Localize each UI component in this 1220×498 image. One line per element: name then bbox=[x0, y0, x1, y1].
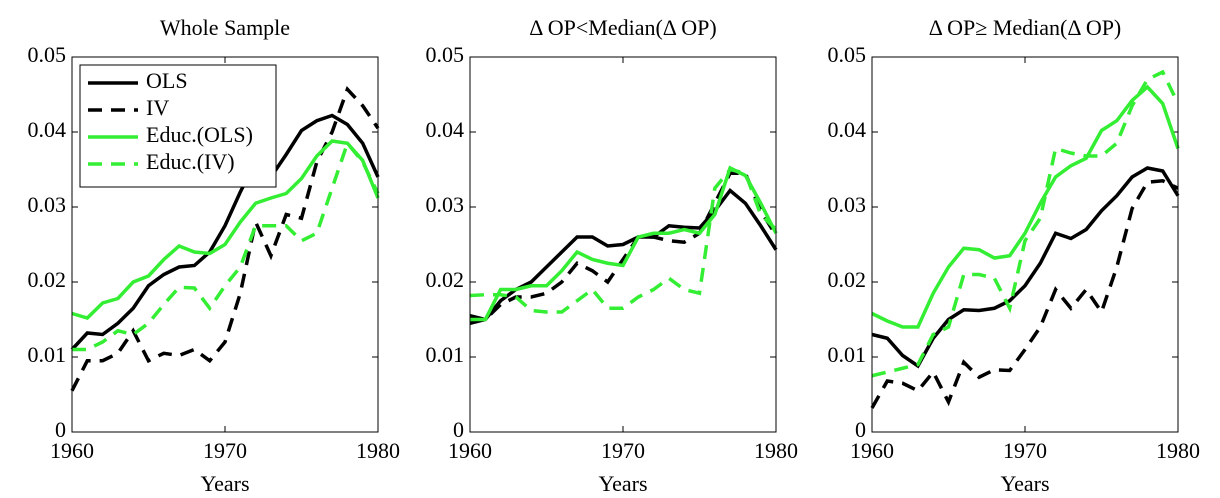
x-tick-label: 1970 bbox=[203, 438, 247, 463]
legend-label: Educ.(IV) bbox=[146, 149, 235, 174]
x-axis-label: Years bbox=[200, 471, 249, 496]
series-line bbox=[870, 178, 1179, 409]
y-tick-label: 0.03 bbox=[828, 192, 867, 217]
y-tick-label: 0 bbox=[453, 417, 464, 442]
y-tick-label: 0.02 bbox=[28, 267, 67, 292]
series-line bbox=[72, 139, 380, 352]
x-axis-label: Years bbox=[1000, 471, 1049, 496]
x-tick-label: 1960 bbox=[850, 438, 894, 463]
y-tick-label: 0 bbox=[55, 417, 66, 442]
axes-box bbox=[71, 56, 379, 433]
x-tick-label: 1980 bbox=[1156, 438, 1200, 463]
legend-label: Educ.(OLS) bbox=[146, 122, 253, 147]
y-tick-label: 0.05 bbox=[28, 42, 67, 67]
axes-box bbox=[871, 56, 1179, 433]
x-tick-label: 1960 bbox=[50, 438, 94, 463]
y-tick-label: 0.02 bbox=[426, 267, 465, 292]
y-tick-label: 0.04 bbox=[28, 117, 67, 142]
series-line bbox=[469, 167, 778, 314]
series-line bbox=[470, 165, 778, 322]
y-tick-label: 0.03 bbox=[28, 192, 67, 217]
series-line bbox=[469, 171, 778, 322]
series-line bbox=[70, 113, 380, 351]
y-tick-label: 0.01 bbox=[828, 342, 867, 367]
chart-title: Δ OP≥ Median(Δ OP) bbox=[929, 15, 1122, 40]
y-tick-label: 0.01 bbox=[28, 342, 67, 367]
axes-box bbox=[469, 56, 777, 433]
legend-label: OLS bbox=[146, 68, 188, 93]
y-tick-label: 0.05 bbox=[828, 42, 867, 67]
x-axis-label: Years bbox=[598, 471, 647, 496]
series-line bbox=[871, 84, 1180, 329]
series-line bbox=[71, 139, 380, 320]
chart-title: Δ OP<Median(Δ OP) bbox=[529, 15, 716, 40]
series-line bbox=[871, 69, 1180, 378]
y-tick-label: 0.02 bbox=[828, 267, 867, 292]
y-tick-label: 0.05 bbox=[426, 42, 465, 67]
series-line bbox=[70, 85, 380, 392]
chart-title: Whole Sample bbox=[160, 15, 290, 40]
y-tick-label: 0.04 bbox=[426, 117, 465, 142]
legend-box bbox=[79, 64, 277, 188]
x-tick-label: 1980 bbox=[356, 438, 400, 463]
y-tick-label: 0.01 bbox=[426, 342, 465, 367]
x-tick-label: 1970 bbox=[1003, 438, 1047, 463]
x-tick-label: 1960 bbox=[448, 438, 492, 463]
y-tick-label: 0 bbox=[855, 417, 866, 442]
x-tick-label: 1980 bbox=[754, 438, 798, 463]
y-tick-label: 0.04 bbox=[828, 117, 867, 142]
y-tick-label: 0.03 bbox=[426, 192, 465, 217]
legend-label: IV bbox=[146, 95, 169, 120]
x-tick-label: 1970 bbox=[601, 438, 645, 463]
